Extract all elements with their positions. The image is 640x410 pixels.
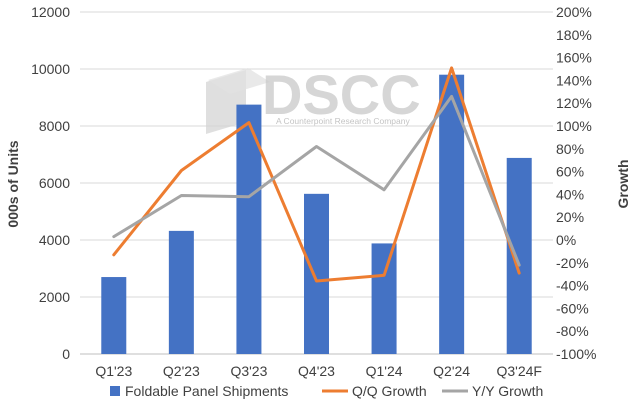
watermark-logo-icon: [206, 68, 270, 134]
y2-tick-label: 160%: [556, 50, 592, 66]
bar: [101, 277, 127, 354]
y-axis-title: 000s of Units: [5, 140, 21, 227]
y2-tick-label: 200%: [556, 4, 592, 20]
legend-label: Y/Y Growth: [472, 383, 543, 399]
x-tick-label: Q4'23: [298, 363, 335, 379]
bar: [168, 230, 194, 354]
y2-axis-title: Growth: [615, 160, 631, 209]
bar: [236, 104, 262, 354]
legend-label: Q/Q Growth: [352, 383, 427, 399]
right-axis-ticks: -100% -80% -60% -40% -20% 0% 20% 40% 60% 80% 100% 1…: [556, 4, 596, 362]
watermark-subtitle: A Counterpoint Research Company: [276, 116, 410, 126]
y2-tick-label: -80%: [556, 323, 589, 339]
y2-tick-label: 40%: [556, 186, 584, 202]
line-series: [112, 66, 521, 283]
y-y-growth-line: [112, 94, 521, 267]
y2-tick-label: 20%: [556, 209, 584, 225]
y2-tick-label: -40%: [556, 278, 589, 294]
y2-tick-label: -100%: [556, 346, 596, 362]
x-tick-label: Q3'23: [230, 363, 267, 379]
y2-tick-label: 180%: [556, 27, 592, 43]
y2-tick-label: 120%: [556, 95, 592, 111]
bar: [506, 157, 532, 354]
legend: Foldable Panel Shipments Q/Q Growth Y/Y Gr…: [110, 383, 543, 399]
bar: [371, 243, 397, 354]
y2-tick-label: -20%: [556, 255, 589, 271]
x-tick-label: Q3'24F: [496, 363, 541, 379]
y2-tick-label: 60%: [556, 164, 584, 180]
x-tick-label: Q1'23: [95, 363, 132, 379]
y2-tick-label: 100%: [556, 118, 592, 134]
x-axis-ticks: Q1'23 Q2'23 Q3'23 Q4'23 Q1'24 Q2'24 Q3'24F: [95, 363, 542, 379]
x-tick-label: Q2'23: [163, 363, 200, 379]
y2-tick-label: 140%: [556, 72, 592, 88]
legend-swatch-bar: [110, 386, 120, 396]
bar: [304, 193, 329, 354]
y-tick-label: 10000: [31, 61, 70, 77]
y2-tick-label: 80%: [556, 141, 584, 157]
y-tick-label: 8000: [39, 118, 70, 134]
x-tick-label: Q2'24: [433, 363, 470, 379]
q-q-growth-line: [112, 66, 521, 283]
y-tick-label: 4000: [39, 232, 70, 248]
legend-label: Foldable Panel Shipments: [125, 383, 288, 399]
y2-tick-label: -60%: [556, 300, 589, 316]
dscc-watermark: DSCC A Counterpoint Research Company: [206, 63, 421, 134]
y-tick-label: 12000: [31, 4, 70, 20]
y-tick-label: 6000: [39, 175, 70, 191]
y-tick-label: 0: [62, 346, 70, 362]
watermark-text: DSCC: [262, 63, 421, 126]
x-tick-label: Q1'24: [366, 363, 403, 379]
y2-tick-label: 0%: [556, 232, 576, 248]
y-tick-label: 2000: [39, 289, 70, 305]
left-axis-ticks: 0 2000 4000 6000 8000 10000 12000: [31, 4, 70, 362]
